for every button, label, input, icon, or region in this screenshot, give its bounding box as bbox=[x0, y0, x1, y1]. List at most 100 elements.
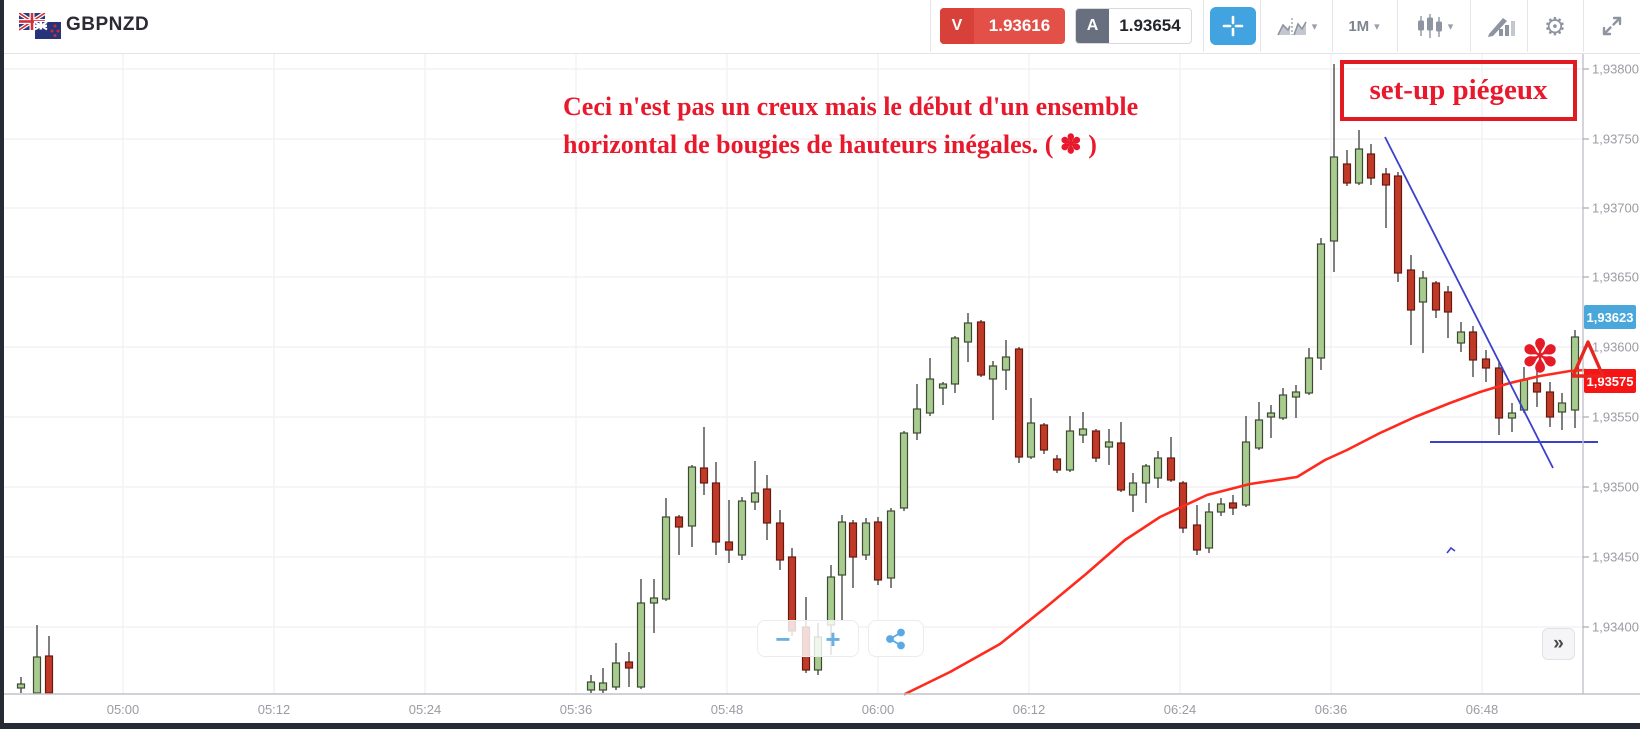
time-axis-label: 05:48 bbox=[711, 702, 744, 717]
chart-type-button[interactable]: ▾ bbox=[1266, 0, 1328, 52]
moving-average-line bbox=[905, 370, 1585, 694]
candle-down bbox=[1408, 255, 1415, 345]
time-axis-label: 06:48 bbox=[1466, 702, 1499, 717]
candle-down bbox=[676, 515, 683, 555]
candle-up bbox=[1293, 385, 1300, 418]
candle-up bbox=[613, 643, 620, 690]
time-axis-label: 05:36 bbox=[560, 702, 593, 717]
window-edge-bottom bbox=[0, 723, 1640, 729]
price-axis-label: 1,93700 bbox=[1592, 201, 1639, 216]
buy-tag: A bbox=[1076, 9, 1109, 43]
candle-down bbox=[1344, 150, 1351, 186]
crosshair-tool-button[interactable] bbox=[1210, 7, 1256, 45]
toolbar-divider bbox=[1260, 0, 1261, 52]
time-axis-label: 05:00 bbox=[107, 702, 140, 717]
candle-up bbox=[839, 515, 846, 620]
candle-down bbox=[850, 520, 857, 588]
time-axis-label: 05:24 bbox=[409, 702, 442, 717]
candle-up bbox=[863, 518, 870, 560]
candle-down bbox=[777, 510, 784, 570]
candle-up bbox=[990, 361, 997, 420]
settings-button[interactable]: ⚙ bbox=[1532, 0, 1578, 52]
candle-down bbox=[701, 427, 708, 495]
annotation-box: set-up piégeux bbox=[1340, 60, 1577, 121]
zoom-out-button[interactable]: − bbox=[769, 626, 796, 652]
candle-down bbox=[1041, 423, 1048, 454]
candle-down bbox=[1445, 286, 1452, 338]
candle-up bbox=[1155, 451, 1162, 488]
moving-average bbox=[905, 370, 1585, 694]
draw-pencil-icon bbox=[1487, 14, 1515, 38]
buy-button[interactable]: A 1.93654 bbox=[1075, 8, 1192, 44]
candle-down bbox=[1395, 172, 1402, 282]
gear-icon: ⚙ bbox=[1544, 12, 1566, 41]
crosshair-icon bbox=[1220, 13, 1246, 39]
candle-up bbox=[1306, 348, 1313, 395]
sell-price: 1.93616 bbox=[974, 8, 1065, 44]
sell-button[interactable]: V 1.93616 bbox=[940, 8, 1065, 44]
candle-down bbox=[46, 636, 53, 693]
price-axis-label: 1,93550 bbox=[1592, 410, 1639, 425]
candle-up bbox=[1130, 473, 1137, 512]
zoom-controls: − + bbox=[757, 620, 859, 657]
candle-up bbox=[1106, 429, 1113, 465]
share-button[interactable] bbox=[884, 627, 908, 651]
candle-up bbox=[1067, 416, 1074, 472]
candle-up bbox=[739, 497, 746, 560]
candle-up bbox=[588, 675, 595, 693]
window-edge-left bbox=[0, 0, 4, 729]
chevron-down-icon: ▾ bbox=[1374, 20, 1380, 33]
candle-down bbox=[1383, 168, 1390, 228]
timeframe-label: 1M bbox=[1348, 18, 1369, 35]
fullscreen-button[interactable] bbox=[1588, 0, 1636, 52]
candle-down bbox=[713, 462, 720, 555]
price-axis-label: 1,93500 bbox=[1592, 480, 1639, 495]
candle-style-icon bbox=[1417, 13, 1443, 39]
candle-up bbox=[663, 498, 670, 601]
candle-up bbox=[1268, 405, 1275, 438]
price-axis-label: 1,93750 bbox=[1592, 132, 1639, 147]
hand-annotation-text: Ceci n'est pas un creux mais le début d'… bbox=[563, 88, 1138, 164]
squiggle-mark bbox=[1447, 548, 1455, 553]
toolbar-divider bbox=[1583, 0, 1584, 52]
draw-tools-button[interactable] bbox=[1476, 0, 1526, 52]
candle-down bbox=[1230, 495, 1237, 515]
candle-up bbox=[1509, 403, 1516, 432]
time-axis-label: 05:12 bbox=[258, 702, 291, 717]
candle-down bbox=[1168, 437, 1175, 482]
toolbar-divider bbox=[1397, 0, 1398, 52]
asterisk-annotation: ✽ bbox=[1521, 329, 1560, 383]
nz-flag bbox=[34, 21, 62, 40]
candle-up bbox=[952, 336, 959, 393]
candle-down bbox=[875, 517, 882, 585]
gbp-nzd-flags-icon bbox=[19, 13, 65, 41]
price-axis-label: 1,93400 bbox=[1592, 620, 1639, 635]
zoom-in-button[interactable]: + bbox=[819, 626, 846, 652]
candle-down bbox=[978, 320, 985, 377]
candle-down bbox=[1093, 429, 1100, 462]
candle-down bbox=[1470, 326, 1477, 377]
candle-up bbox=[901, 431, 908, 511]
chevron-down-icon: ▾ bbox=[1448, 20, 1454, 33]
buy-price: 1.93654 bbox=[1109, 9, 1191, 43]
collapse-panel-button[interactable]: » bbox=[1542, 628, 1575, 660]
candle-up bbox=[1356, 130, 1363, 185]
time-axis-label: 06:24 bbox=[1164, 702, 1197, 717]
candle-down bbox=[1483, 350, 1490, 382]
candle-up bbox=[888, 508, 895, 588]
toolbar-divider bbox=[1470, 0, 1471, 52]
time-axis-label: 06:36 bbox=[1315, 702, 1348, 717]
candle-up bbox=[1256, 402, 1263, 450]
candle-up bbox=[752, 461, 759, 510]
candle-down bbox=[1433, 281, 1440, 318]
price-axis-label: 1,93800 bbox=[1592, 62, 1639, 77]
timeframe-dropdown[interactable]: 1M ▾ bbox=[1336, 0, 1392, 52]
candle-up bbox=[651, 579, 658, 633]
candle-up bbox=[965, 313, 972, 362]
toolbar-divider bbox=[1203, 0, 1204, 52]
symbol-title: GBPNZD bbox=[66, 14, 149, 36]
candle-down bbox=[1547, 382, 1554, 427]
candle-style-button[interactable]: ▾ bbox=[1404, 0, 1466, 52]
toolbar-divider bbox=[1332, 0, 1333, 52]
candle-up bbox=[1218, 498, 1225, 516]
